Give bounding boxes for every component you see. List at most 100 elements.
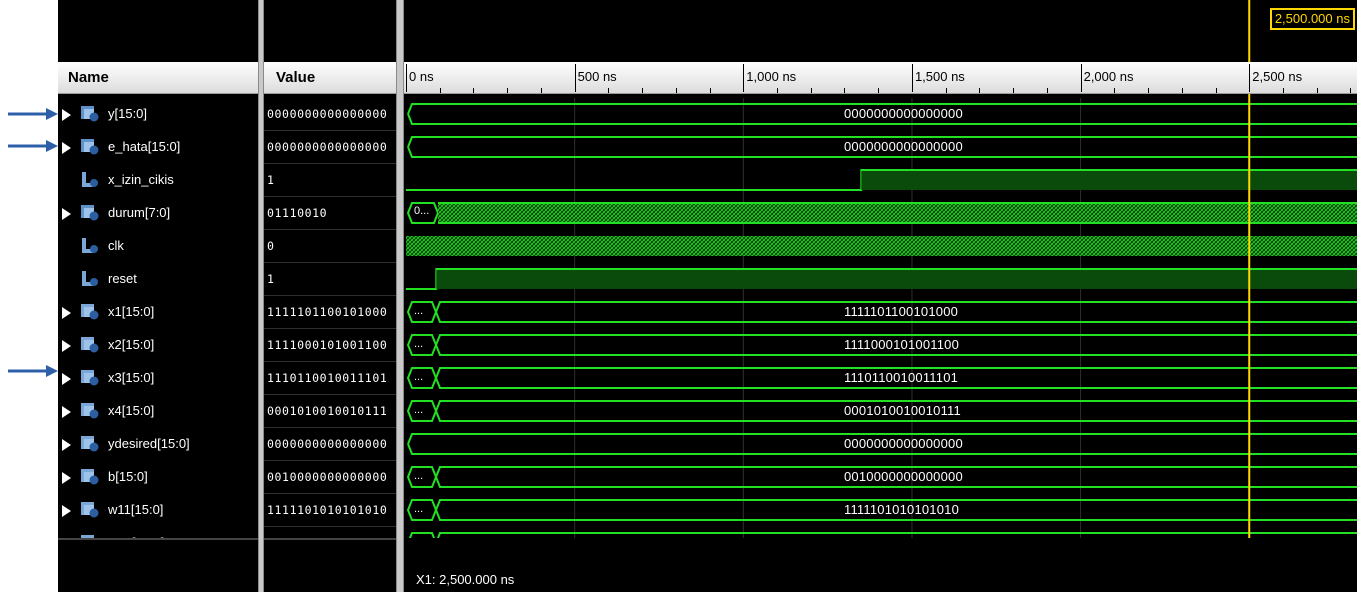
name-column-header[interactable]: Name bbox=[58, 62, 258, 94]
ruler-minor-tick bbox=[844, 88, 846, 93]
expand-arrow-icon[interactable] bbox=[62, 439, 71, 451]
bus-segment bbox=[406, 499, 438, 521]
bus-segment bbox=[435, 400, 1357, 422]
expand-arrow-icon[interactable] bbox=[62, 472, 71, 484]
signal-row[interactable]: clk bbox=[58, 230, 258, 263]
signal-value-text: 0010000000000000 bbox=[267, 470, 388, 484]
signal-value[interactable]: 1 bbox=[264, 263, 396, 296]
signal-name: ydesired[15:0] bbox=[108, 436, 190, 451]
bus-segment bbox=[406, 367, 438, 389]
bus-segment bbox=[406, 301, 438, 323]
signal-value[interactable]: 0000000000000000 bbox=[264, 428, 396, 461]
bus-segment bbox=[436, 532, 1357, 538]
clock-toggle-region bbox=[406, 236, 1357, 256]
signal-row[interactable]: reset bbox=[58, 263, 258, 296]
signal-row[interactable]: ydesired[15:0] bbox=[58, 428, 258, 461]
time-ruler[interactable]: 0 ns 500 ns 1,000 ns 1,500 ns 2,000 ns 2,500 … bbox=[404, 62, 1357, 94]
ruler-major-tick bbox=[743, 64, 745, 92]
signal-value[interactable]: 1111101010101010 bbox=[264, 494, 396, 527]
signal-value-text: 0000000000000000 bbox=[267, 140, 388, 154]
signal-value[interactable]: 0001010010010111 bbox=[264, 395, 396, 428]
expand-arrow-icon[interactable] bbox=[62, 406, 71, 418]
expand-arrow-icon[interactable] bbox=[62, 208, 71, 220]
waveform-canvas[interactable] bbox=[404, 0, 1357, 538]
expand-arrow-icon[interactable] bbox=[62, 340, 71, 352]
signal-name-list: y[15:0] e_hata[15:0] x_izin_cikis durum[7:0… bbox=[58, 98, 258, 538]
signal-row[interactable]: b[15:0] bbox=[58, 461, 258, 494]
ruler-tick-label: 0 ns bbox=[409, 69, 434, 84]
signal-value[interactable]: 01110010 bbox=[264, 197, 396, 230]
signal-value[interactable]: 0 bbox=[264, 230, 396, 263]
expand-arrow-icon[interactable] bbox=[62, 142, 71, 154]
expand-arrow-icon[interactable] bbox=[62, 373, 71, 385]
signal-name: x1[15:0] bbox=[108, 304, 155, 319]
signal-row[interactable]: x_izin_cikis bbox=[58, 164, 258, 197]
signal-name: x4[15:0] bbox=[108, 403, 155, 418]
bus-output-icon bbox=[80, 204, 100, 222]
signal-row[interactable]: x4[15:0] bbox=[58, 395, 258, 428]
status-bar: X1: 2,500.000 ns bbox=[404, 538, 1357, 592]
name-pane-footer bbox=[58, 538, 258, 592]
pane-splitter-1[interactable] bbox=[258, 0, 264, 592]
value-column-header[interactable]: Value bbox=[264, 62, 396, 94]
signal-value-text: 1 bbox=[267, 272, 275, 286]
bus-segment bbox=[407, 433, 1357, 455]
signal-value-list: 0000000000000000 0000000000000000 1 0111001… bbox=[264, 98, 396, 538]
signal-value[interactable]: 0010100001100011 bbox=[264, 527, 396, 538]
signal-value[interactable]: 0000000000000000 bbox=[264, 98, 396, 131]
bus-short-label: ... bbox=[414, 338, 424, 350]
ruler-major-tick bbox=[1249, 64, 1251, 92]
bus-segment bbox=[406, 334, 438, 356]
signal-value-text: 0010100001100011 bbox=[267, 536, 387, 538]
value-pane-footer bbox=[264, 538, 396, 592]
signal-value[interactable]: 0000000000000000 bbox=[264, 131, 396, 164]
signal-row[interactable]: w12[15:0] bbox=[58, 527, 258, 538]
expand-arrow-icon[interactable] bbox=[62, 109, 71, 121]
expand-arrow-icon[interactable] bbox=[62, 505, 71, 517]
signal-value[interactable]: 0010000000000000 bbox=[264, 461, 396, 494]
ruler-minor-tick bbox=[1181, 88, 1183, 93]
bus-value-label: 1111101100101000 bbox=[844, 304, 959, 319]
ruler-tick-label: 500 ns bbox=[577, 69, 617, 84]
signal-row[interactable]: x1[15:0] bbox=[58, 296, 258, 329]
bit-high-fill bbox=[436, 270, 1357, 289]
bus-input-icon bbox=[80, 369, 100, 387]
signal-value[interactable]: 1110110010011101 bbox=[264, 362, 396, 395]
waveform-pane[interactable]: 0 ns 500 ns 1,000 ns 1,500 ns 2,000 ns 2,500 … bbox=[404, 0, 1357, 592]
bit-signal-icon bbox=[80, 270, 100, 288]
signal-name: durum[7:0] bbox=[108, 205, 171, 220]
ruler-minor-tick bbox=[473, 88, 475, 93]
signal-value[interactable]: 1111000101001100 bbox=[264, 329, 396, 362]
ruler-minor-tick bbox=[642, 88, 644, 93]
signal-row[interactable]: w11[15:0] bbox=[58, 494, 258, 527]
bus-output-icon bbox=[80, 105, 100, 123]
signal-value-text: 01110010 bbox=[267, 206, 328, 220]
pane-splitter-2[interactable] bbox=[396, 0, 404, 592]
signal-row[interactable]: durum[7:0] bbox=[58, 197, 258, 230]
signal-row[interactable]: e_hata[15:0] bbox=[58, 131, 258, 164]
bus-value-label: 1111101010101010 bbox=[844, 502, 960, 517]
bus-value-label: 0001010010010111 bbox=[844, 403, 961, 418]
signal-row[interactable]: x3[15:0] bbox=[58, 362, 258, 395]
bit-wave bbox=[406, 268, 1357, 290]
signal-name: x_izin_cikis bbox=[108, 172, 174, 187]
bus-segment bbox=[435, 301, 1357, 323]
ruler-minor-tick bbox=[507, 88, 509, 93]
bus-toggle-region bbox=[438, 203, 1357, 223]
bit-wave bbox=[406, 169, 1357, 191]
signal-value-text: 1110110010011101 bbox=[267, 371, 388, 385]
bus-short-label: ... bbox=[414, 470, 424, 482]
signal-row[interactable]: y[15:0] bbox=[58, 98, 258, 131]
cursor-time-label[interactable]: 2,500.000 ns bbox=[1269, 8, 1355, 30]
bus-input-icon bbox=[80, 435, 100, 453]
bus-segment bbox=[406, 400, 438, 422]
bus-segment bbox=[407, 136, 1357, 158]
signal-row[interactable]: x2[15:0] bbox=[58, 329, 258, 362]
signal-name: reset bbox=[108, 271, 137, 286]
expand-arrow-icon[interactable] bbox=[62, 307, 71, 319]
signal-value[interactable]: 1111101100101000 bbox=[264, 296, 396, 329]
signal-value[interactable]: 1 bbox=[264, 164, 396, 197]
ruler-minor-tick bbox=[878, 88, 880, 93]
signal-name: w11[15:0] bbox=[108, 502, 164, 517]
